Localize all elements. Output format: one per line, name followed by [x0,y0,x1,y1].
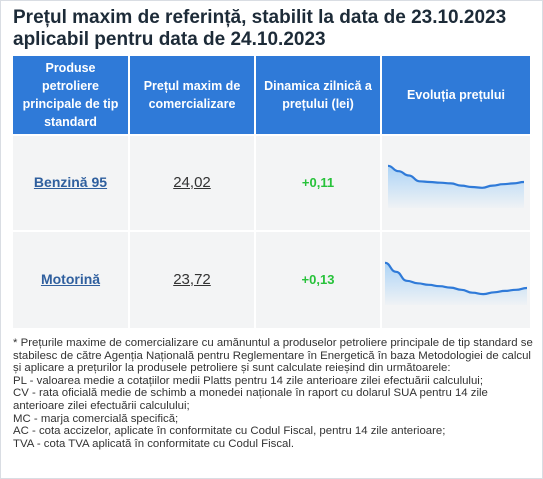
table-row: Benzină 95 24,02 +0,11 [13,134,530,231]
price-table-container: Produse petroliere principale de tip sta… [13,56,530,328]
max-price-value: 23,72 [173,271,211,288]
title-line-2: aplicabil pentru data de 24.10.2023 [13,29,326,50]
trend-cell [381,134,530,231]
sparkline-benzina-95 [387,164,525,208]
footnote-pl: PL - valoarea medie a cotațiilor medii P… [13,374,483,387]
footnote-intro: * Prețurile maxime de comercializare cu … [13,337,533,375]
column-header-max-price: Prețul maxim de comercializare [129,56,256,135]
column-header-product: Produse petroliere principale de tip sta… [13,56,130,135]
sparkline-area [388,165,524,208]
daily-change-value: +0,11 [301,175,335,190]
column-header-daily-change: Dinamica zilnică a prețului (lei) [255,56,382,135]
footnote-tva: TVA - cota TVA aplicată în conformitate … [13,437,295,450]
product-cell: Motorină [13,230,130,328]
daily-change-value: +0,13 [301,272,335,287]
footnote-ac: AC - cota accizelor, aplicate în conform… [13,425,446,438]
column-header-price-trend: Evoluția prețului [381,56,530,135]
product-link-motorina[interactable]: Motorină [40,271,101,287]
sparkline-motorina [384,261,528,305]
trend-cell [381,230,530,328]
product-cell: Benzină 95 [13,134,130,231]
price-cell: 23,72 [129,230,256,328]
change-cell: +0,11 [255,134,382,231]
price-cell: 24,02 [129,134,256,231]
table-row: Motorină 23,72 +0,13 [13,230,530,328]
sparkline-line [387,164,525,189]
table-header-row: Produse petroliere principale de tip sta… [13,56,530,135]
title-line-1: Prețul maxim de referință, stabilit la d… [13,7,507,28]
page-title: Prețul maxim de referință, stabilit la d… [13,7,533,51]
change-cell: +0,13 [255,230,382,328]
price-table: Produse petroliere principale de tip sta… [13,56,530,328]
footnote-mc: MC - marja comercială specifică; [13,412,179,425]
footnote: * Prețurile maxime de comercializare cu … [13,337,533,450]
sparkline-area [385,262,527,305]
footnote-cv: CV - rata oficială medie de schimb a mon… [13,387,488,412]
sparkline-line [384,261,528,296]
max-price-value: 24,02 [173,174,211,191]
product-link-benzina-95[interactable]: Benzină 95 [33,174,108,190]
